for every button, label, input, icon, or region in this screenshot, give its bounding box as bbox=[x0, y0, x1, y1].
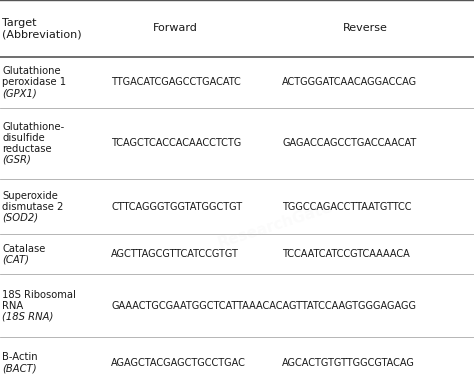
Text: TGGCCAGACCTTAATGTTCC: TGGCCAGACCTTAATGTTCC bbox=[282, 202, 411, 211]
Text: GAAACTGCGAATGGCTCATTAAACACAGTTATCCAAGTGGGAGAGG: GAAACTGCGAATGGCTCATTAAACACAGTTATCCAAGTGG… bbox=[111, 301, 416, 311]
Text: ACTGGGATCAACAGGACCAG: ACTGGGATCAACAGGACCAG bbox=[282, 77, 417, 87]
Text: TCCAATCATCCGTCAAAACA: TCCAATCATCCGTCAAAACA bbox=[282, 249, 410, 259]
Text: RNA: RNA bbox=[2, 301, 24, 311]
Text: Superoxide: Superoxide bbox=[2, 191, 58, 201]
Text: (GSR): (GSR) bbox=[2, 155, 31, 165]
Text: dismutase 2: dismutase 2 bbox=[2, 202, 64, 211]
Text: reductase: reductase bbox=[2, 144, 52, 154]
Text: Glutathione-: Glutathione- bbox=[2, 122, 64, 132]
Text: (GPX1): (GPX1) bbox=[2, 88, 37, 98]
Text: Glutathione: Glutathione bbox=[2, 66, 61, 76]
Text: disulfide: disulfide bbox=[2, 133, 45, 143]
Text: TTGACATCGAGCCTGACATC: TTGACATCGAGCCTGACATC bbox=[111, 77, 241, 87]
Text: ResearchGate: ResearchGate bbox=[216, 199, 334, 251]
Text: AGAGCTACGAGCTGCCTGAC: AGAGCTACGAGCTGCCTGAC bbox=[111, 358, 246, 368]
Text: Catalase: Catalase bbox=[2, 244, 46, 254]
Text: 18S Ribosomal: 18S Ribosomal bbox=[2, 290, 76, 300]
Text: (SOD2): (SOD2) bbox=[2, 213, 38, 222]
Text: B-Actin: B-Actin bbox=[2, 352, 38, 362]
Text: AGCACTGTGTTGGCGTACAG: AGCACTGTGTTGGCGTACAG bbox=[282, 358, 415, 368]
Text: (CAT): (CAT) bbox=[2, 255, 29, 265]
Text: AGCTTAGCGTTCATCCGTGT: AGCTTAGCGTTCATCCGTGT bbox=[111, 249, 239, 259]
Text: CTTCAGGGTGGTATGGCTGT: CTTCAGGGTGGTATGGCTGT bbox=[111, 202, 243, 211]
Text: Target
(Abbreviation): Target (Abbreviation) bbox=[2, 18, 82, 39]
Text: (BACT): (BACT) bbox=[2, 363, 37, 373]
Text: Reverse: Reverse bbox=[343, 23, 387, 33]
Text: GAGACCAGCCTGACCAACAT: GAGACCAGCCTGACCAACAT bbox=[282, 139, 416, 148]
Text: Forward: Forward bbox=[153, 23, 198, 33]
Text: (18S RNA): (18S RNA) bbox=[2, 312, 54, 322]
Text: peroxidase 1: peroxidase 1 bbox=[2, 77, 66, 87]
Text: TCAGCTCACCACAACCTCTG: TCAGCTCACCACAACCTCTG bbox=[111, 139, 242, 148]
